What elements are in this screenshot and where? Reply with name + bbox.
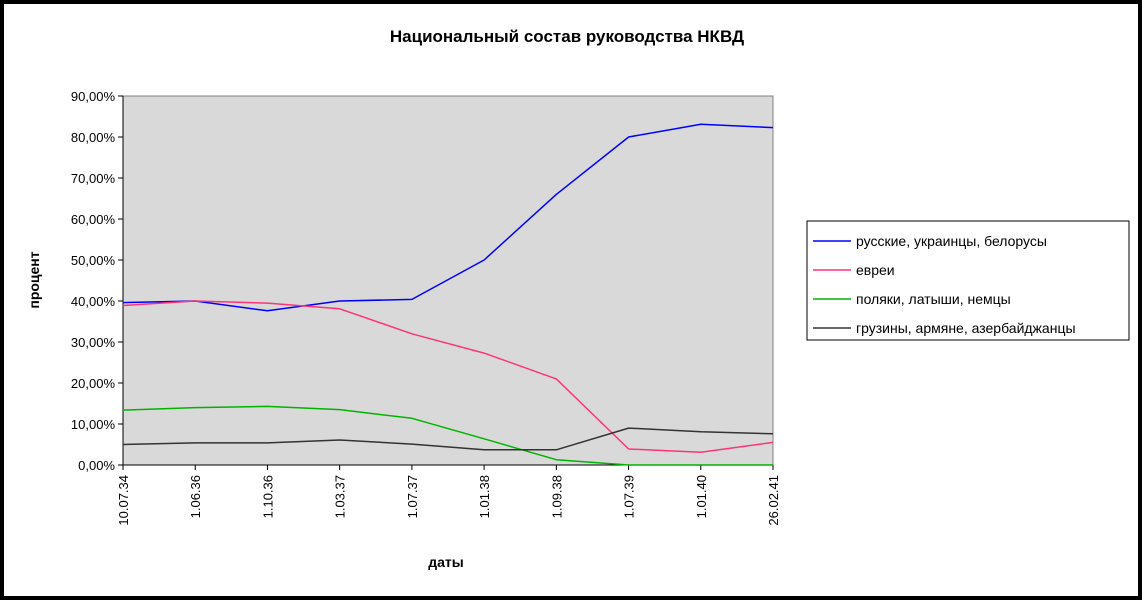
- x-tick-label: 1.01.38: [477, 475, 492, 518]
- y-tick-label: 70,00%: [71, 171, 116, 186]
- series-line-2: [122, 300, 774, 454]
- x-tick-label: 1.07.37: [405, 475, 420, 518]
- y-tick-label: 20,00%: [71, 376, 116, 391]
- y-tick-label: 30,00%: [71, 335, 116, 350]
- y-tick-label: 10,00%: [71, 417, 116, 432]
- y-tick-label: 90,00%: [71, 89, 116, 104]
- legend-label-3: поляки, латыши, немцы: [856, 291, 1011, 307]
- legend-label-4: грузины, армяне, азербайджанцы: [856, 320, 1076, 336]
- y-tick-label: 60,00%: [71, 212, 116, 227]
- y-tick-label: 0,00%: [78, 458, 115, 473]
- y-axis-label: процент: [26, 251, 42, 308]
- x-tick-label: 10.07.34: [116, 475, 131, 526]
- x-tick-label: 1.07.39: [622, 475, 637, 518]
- chart-title: Национальный состав руководства НКВД: [390, 27, 744, 46]
- series-line-1: [122, 123, 774, 312]
- legend-label-1: русские, украинцы, белорусы: [856, 233, 1047, 249]
- series-layer: [122, 123, 774, 466]
- legend: русские, украинцы, белорусы евреи поляки, …: [813, 233, 1076, 336]
- legend-label-2: евреи: [856, 262, 895, 278]
- x-tick-label: 1.06.36: [188, 475, 203, 518]
- y-tick-label: 50,00%: [71, 253, 116, 268]
- y-tick-label: 80,00%: [71, 130, 116, 145]
- x-tick-label: 1.09.38: [549, 475, 564, 518]
- x-axis-label: даты: [428, 554, 464, 570]
- x-tick-label: 26.02.41: [766, 475, 781, 526]
- x-tick-label: 1.03.37: [333, 475, 348, 518]
- x-tick-label: 1.01.40: [694, 475, 709, 518]
- series-line-4: [122, 427, 774, 451]
- x-tick-label: 1.10.36: [260, 475, 275, 518]
- series-line-3: [122, 405, 773, 466]
- y-tick-label: 40,00%: [71, 294, 116, 309]
- y-axis: 0,00% 10,00% 20,00% 30,00% 40,00% 50,00% 60,00…: [71, 89, 124, 473]
- x-axis: 10.07.34 1.06.36 1.10.36 1.03.37 1.07.37 1.01…: [116, 464, 781, 526]
- legend-box: [806, 220, 1130, 341]
